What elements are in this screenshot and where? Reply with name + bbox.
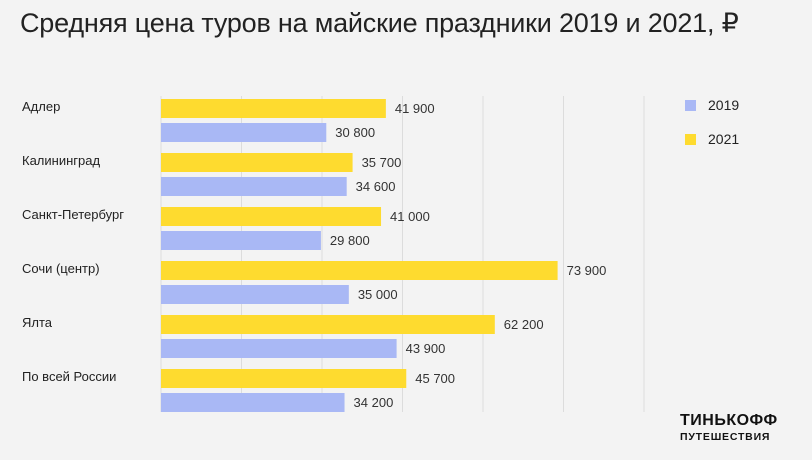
data-label: 35 700 <box>362 155 402 170</box>
bar-2019-1 <box>161 177 347 196</box>
data-label: 29 800 <box>330 233 370 248</box>
bar-2019-2 <box>161 231 321 250</box>
category-label: Ялта <box>22 315 53 330</box>
bar-2019-0 <box>161 123 327 142</box>
data-label: 30 800 <box>335 125 375 140</box>
brand-subtitle: ПУТЕШЕСТВИЯ <box>680 431 771 443</box>
bar-2019-5 <box>161 393 345 412</box>
bar-2021-1 <box>161 153 353 172</box>
data-label: 41 000 <box>390 209 430 224</box>
data-label: 34 200 <box>354 395 394 410</box>
category-label: Калининград <box>22 153 100 168</box>
legend-swatch-2021 <box>685 133 696 145</box>
category-label: Санкт-Петербург <box>22 207 124 222</box>
legend-label-2021: 2021 <box>708 131 740 147</box>
bar-2019-4 <box>161 339 397 358</box>
category-label: Адлер <box>22 99 60 114</box>
legend-label-2019: 2019 <box>708 97 740 113</box>
data-label: 73 900 <box>567 263 607 278</box>
data-label: 34 600 <box>356 179 396 194</box>
data-label: 35 000 <box>358 287 398 302</box>
data-label: 43 900 <box>406 341 446 356</box>
brand-name: ТИНЬКОФФ <box>680 412 778 429</box>
data-label: 62 200 <box>504 317 544 332</box>
data-label: 45 700 <box>415 371 455 386</box>
bar-2021-5 <box>161 369 407 388</box>
bar-2021-3 <box>161 261 558 280</box>
bar-2021-0 <box>161 99 386 118</box>
category-label: По всей России <box>22 369 116 384</box>
bar-2021-4 <box>161 315 495 334</box>
legend-item-2019: 2019 <box>685 95 739 115</box>
legend-swatch-2019 <box>685 99 696 111</box>
brand-logo: ТИНЬКОФФ ПУТЕШЕСТВИЯ <box>680 412 778 444</box>
category-label: Сочи (центр) <box>22 261 100 276</box>
chart-title: Средняя цена туров на майские праздники … <box>20 8 739 38</box>
data-label: 41 900 <box>395 101 435 116</box>
legend-item-2021: 2021 <box>685 129 739 149</box>
bar-2021-2 <box>161 207 382 226</box>
bar-2019-3 <box>161 285 349 304</box>
legend: 2019 2021 <box>685 95 739 163</box>
